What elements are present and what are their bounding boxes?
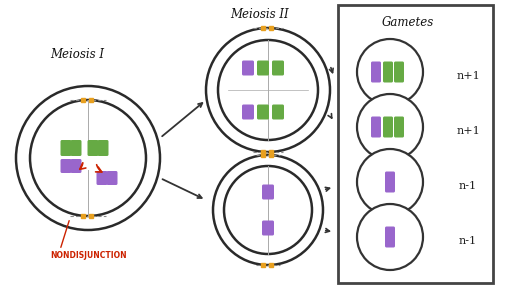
FancyBboxPatch shape	[371, 62, 381, 82]
FancyBboxPatch shape	[385, 226, 395, 247]
FancyBboxPatch shape	[257, 60, 269, 75]
Text: Meiosis I: Meiosis I	[50, 48, 104, 61]
Text: n+1: n+1	[456, 71, 480, 81]
Text: Gametes: Gametes	[381, 16, 434, 29]
FancyBboxPatch shape	[272, 105, 284, 120]
Bar	[338, 5, 493, 283]
Circle shape	[357, 204, 423, 270]
FancyBboxPatch shape	[394, 62, 404, 82]
FancyBboxPatch shape	[242, 60, 254, 75]
FancyBboxPatch shape	[60, 140, 72, 156]
FancyBboxPatch shape	[88, 140, 98, 156]
Circle shape	[213, 155, 323, 265]
FancyBboxPatch shape	[60, 159, 72, 173]
Text: n+1: n+1	[456, 126, 480, 136]
Text: NONDISJUNCTION: NONDISJUNCTION	[50, 251, 126, 260]
Circle shape	[224, 166, 312, 254]
Text: Meiosis II: Meiosis II	[230, 8, 289, 21]
FancyBboxPatch shape	[383, 117, 393, 137]
Circle shape	[357, 39, 423, 105]
Circle shape	[16, 86, 160, 230]
Text: n-1: n-1	[459, 181, 477, 191]
FancyBboxPatch shape	[385, 171, 395, 192]
Circle shape	[218, 40, 318, 140]
FancyBboxPatch shape	[97, 140, 109, 156]
Circle shape	[30, 100, 146, 216]
Circle shape	[357, 94, 423, 160]
FancyBboxPatch shape	[106, 171, 117, 185]
FancyBboxPatch shape	[96, 171, 108, 185]
FancyBboxPatch shape	[371, 117, 381, 137]
FancyBboxPatch shape	[71, 140, 81, 156]
FancyBboxPatch shape	[71, 159, 81, 173]
FancyBboxPatch shape	[394, 117, 404, 137]
FancyBboxPatch shape	[383, 62, 393, 82]
FancyBboxPatch shape	[242, 105, 254, 120]
FancyBboxPatch shape	[272, 60, 284, 75]
FancyBboxPatch shape	[262, 185, 274, 200]
Circle shape	[357, 149, 423, 215]
Circle shape	[206, 28, 330, 152]
Text: n-1: n-1	[459, 236, 477, 246]
FancyBboxPatch shape	[262, 221, 274, 236]
FancyBboxPatch shape	[257, 105, 269, 120]
